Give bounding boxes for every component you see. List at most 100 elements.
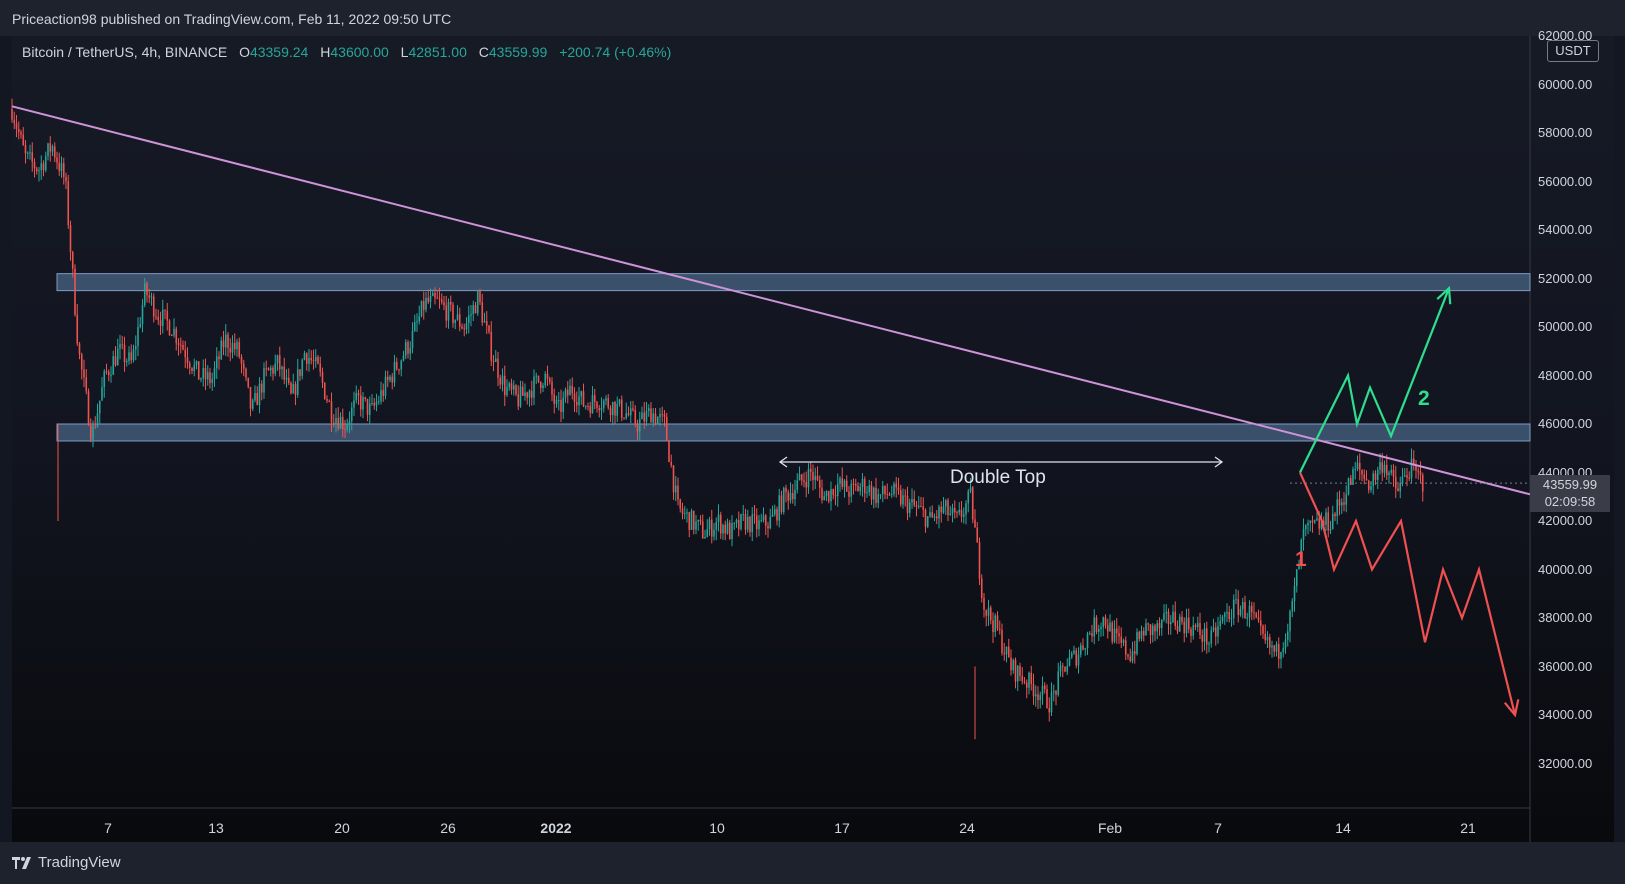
candle-body bbox=[299, 369, 301, 376]
candle-body bbox=[575, 401, 578, 406]
candle-body bbox=[854, 483, 857, 486]
candle-body bbox=[65, 177, 67, 182]
candle-body bbox=[254, 393, 256, 401]
candle-body bbox=[1347, 478, 1350, 495]
candle-body bbox=[1388, 472, 1390, 475]
candle-body bbox=[1106, 625, 1109, 632]
candle-body bbox=[710, 519, 713, 537]
candle-body bbox=[962, 514, 965, 517]
candle-body bbox=[1115, 628, 1118, 634]
candle-body bbox=[1412, 458, 1415, 465]
candle-body bbox=[632, 408, 634, 411]
candle-body bbox=[528, 390, 531, 398]
candle-body bbox=[544, 373, 547, 386]
candle-body bbox=[350, 407, 353, 421]
candle-body bbox=[580, 391, 583, 397]
candle-body bbox=[1088, 633, 1091, 635]
candle-body bbox=[303, 353, 306, 360]
candle-body bbox=[215, 356, 218, 369]
candle-body bbox=[836, 483, 839, 497]
candle-body bbox=[1235, 599, 1237, 601]
candle-body bbox=[341, 416, 344, 430]
candle-body bbox=[542, 385, 544, 389]
candle-body bbox=[1034, 694, 1037, 697]
candle-body bbox=[1077, 654, 1080, 666]
candle-body bbox=[373, 403, 376, 406]
candle-body bbox=[1217, 626, 1219, 637]
candle-body bbox=[546, 373, 549, 379]
candle-body bbox=[456, 314, 459, 320]
candle-body bbox=[717, 514, 720, 522]
candle-body bbox=[431, 292, 434, 296]
candle-body bbox=[562, 397, 565, 413]
candle-body bbox=[1275, 643, 1278, 652]
candle-body bbox=[1208, 643, 1210, 645]
scenario-2-label: 2 bbox=[1418, 387, 1430, 410]
resistance-zone bbox=[56, 273, 1531, 292]
candle-body bbox=[256, 393, 259, 406]
candle-body bbox=[510, 383, 513, 390]
candle-body bbox=[1394, 476, 1397, 489]
candle-body bbox=[26, 152, 29, 154]
candle-body bbox=[1194, 625, 1197, 628]
candle-body bbox=[211, 378, 214, 384]
candle-body bbox=[1331, 513, 1334, 529]
candle-body bbox=[758, 520, 760, 530]
candle-body bbox=[33, 161, 36, 169]
candle-body bbox=[1030, 672, 1033, 684]
candle-body bbox=[62, 163, 65, 178]
candle-body bbox=[659, 414, 661, 418]
candle-body bbox=[713, 529, 715, 537]
candle-body bbox=[884, 485, 886, 495]
candle-body bbox=[1037, 694, 1039, 701]
candle-body bbox=[1021, 675, 1024, 682]
candle-body bbox=[1257, 617, 1260, 621]
candle-body bbox=[715, 521, 718, 530]
candle-body bbox=[121, 344, 124, 346]
candle-body bbox=[294, 384, 297, 395]
candle-body bbox=[229, 348, 232, 353]
price-axis-label: 32000.00 bbox=[1538, 755, 1593, 771]
candle-body bbox=[1322, 520, 1325, 525]
candle-body bbox=[236, 341, 238, 350]
candle-body bbox=[465, 323, 468, 330]
candle-body bbox=[1408, 477, 1411, 479]
time-axis-label: 7 bbox=[1214, 820, 1222, 836]
candle-body bbox=[1349, 478, 1352, 486]
open-value: 43359.24 bbox=[249, 44, 309, 60]
candle-body bbox=[402, 355, 405, 361]
candle-body bbox=[155, 316, 157, 318]
candle-body bbox=[454, 319, 457, 323]
low-value: 42851.00 bbox=[408, 44, 467, 60]
candle-body bbox=[1329, 528, 1332, 531]
candle-body bbox=[40, 163, 43, 171]
candle-body bbox=[1365, 478, 1368, 481]
time-axis-label: 14 bbox=[1335, 820, 1351, 836]
candle-body bbox=[197, 361, 200, 380]
last-price-marker: 43559.99 02:09:58 bbox=[1530, 475, 1610, 512]
candle-body bbox=[566, 389, 569, 396]
candle-body bbox=[614, 402, 616, 416]
tradingview-logo[interactable]: TradingView bbox=[12, 854, 121, 871]
candle-body bbox=[238, 341, 241, 357]
candle-body bbox=[1367, 480, 1370, 491]
candle-body bbox=[1041, 685, 1044, 696]
candle-body bbox=[1203, 628, 1206, 642]
high-value: 43600.00 bbox=[330, 44, 389, 60]
candle-body bbox=[971, 487, 974, 520]
candle-body bbox=[742, 514, 745, 516]
candle-body bbox=[328, 400, 331, 402]
currency-badge[interactable]: USDT bbox=[1547, 40, 1599, 62]
candle-body bbox=[1300, 539, 1303, 565]
candle-body bbox=[213, 368, 216, 379]
candle-body bbox=[609, 407, 612, 416]
candle-body bbox=[384, 376, 387, 396]
candle-body bbox=[625, 413, 628, 419]
candle-body bbox=[800, 474, 803, 481]
candle-body bbox=[749, 516, 751, 533]
scenario-2-path-arrowhead bbox=[1436, 285, 1452, 305]
candle-body bbox=[861, 479, 864, 487]
candle-body bbox=[22, 134, 25, 146]
candle-body bbox=[366, 398, 369, 415]
